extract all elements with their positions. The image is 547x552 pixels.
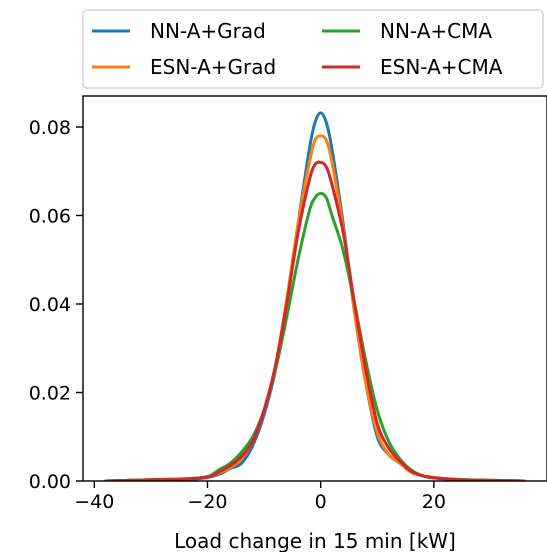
series-layer <box>104 111 526 481</box>
x-axis-ticks: −40 −20 0 20 <box>74 481 446 513</box>
legend: NN-A+Grad ESN-A+Grad NN-A+CMA ESN-A+CMA <box>82 9 544 89</box>
x-tick-label: −20 <box>187 491 227 513</box>
axes-layer <box>82 95 547 482</box>
x-tick-label: 20 <box>422 491 446 513</box>
legend-label: NN-A+CMA <box>380 19 492 43</box>
series-line-esn-a-grad <box>104 134 526 481</box>
x-tick-label: 0 <box>315 491 327 513</box>
y-axis-ticks: 0.00 0.02 0.04 0.06 0.08 <box>29 117 83 493</box>
series-line-nn-a-cma <box>104 191 526 481</box>
legend-label: ESN-A+CMA <box>380 55 503 79</box>
legend-box <box>82 9 544 89</box>
plot-frame <box>82 95 547 482</box>
y-tick-label: 0.02 <box>29 382 71 404</box>
series-line-esn-a-cma <box>104 160 526 481</box>
x-axis-label: Load change in 15 min [kW] <box>174 529 456 552</box>
y-tick-label: 0.08 <box>29 117 71 139</box>
y-tick-label: 0.04 <box>29 294 71 316</box>
y-tick-label: 0.06 <box>29 205 71 227</box>
x-tick-label: −40 <box>74 491 114 513</box>
series-line-nn-a-grad <box>104 111 526 481</box>
legend-label: ESN-A+Grad <box>150 55 276 79</box>
y-tick-label: 0.00 <box>29 471 71 493</box>
legend-label: NN-A+Grad <box>150 19 266 43</box>
